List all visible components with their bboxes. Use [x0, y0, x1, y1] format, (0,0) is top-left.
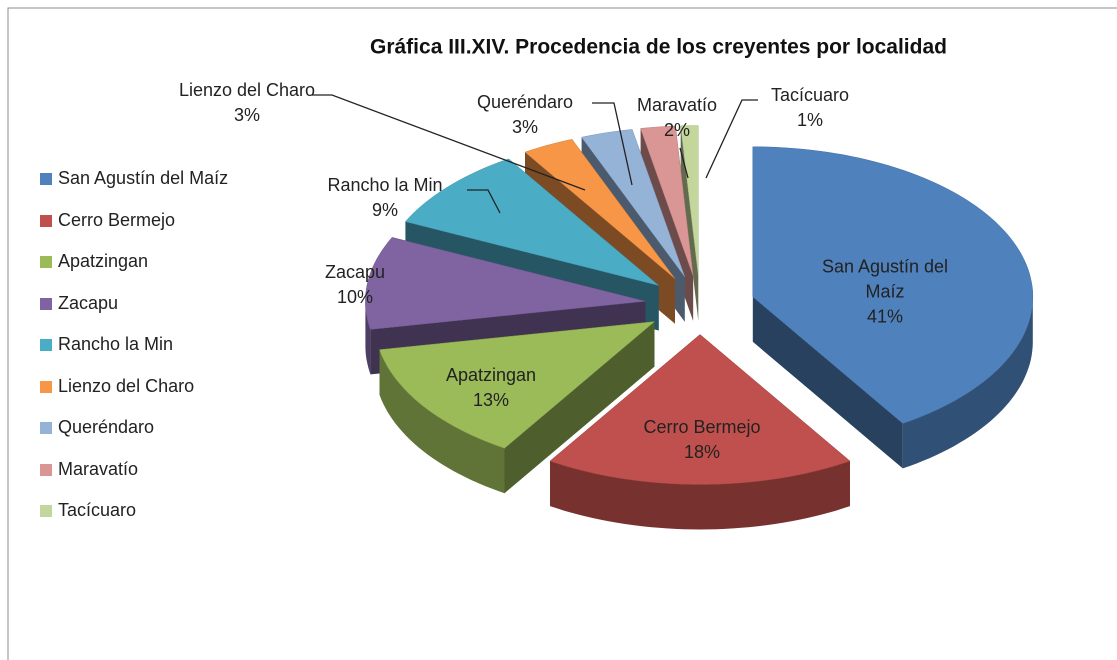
legend-item: Cerro Bermejo: [40, 210, 175, 230]
data-label-value: 3%: [511, 117, 538, 137]
legend-label: Cerro Bermejo: [58, 209, 176, 230]
legend-label: Queréndaro: [58, 417, 155, 437]
legend-item: Rancho la Min: [40, 334, 173, 354]
data-label: Queréndaro 3%: [455, 90, 595, 140]
slice-rim: [550, 461, 850, 530]
data-label-name: Maravatío: [636, 95, 718, 115]
legend-label: Zacapu: [58, 292, 119, 313]
leader-line: [592, 102, 633, 186]
data-label-name: Cerro Bermejo: [643, 417, 761, 437]
legend-item: Maravatío: [40, 459, 138, 479]
slice-top: [365, 237, 646, 330]
legend-swatch: [40, 505, 52, 517]
slice-top: [680, 125, 699, 276]
data-label-name: Tacícuaro: [770, 85, 850, 105]
data-label-name: Apatzingan: [445, 365, 537, 385]
legend-swatch: [40, 339, 52, 351]
legend-swatch: [40, 173, 52, 185]
data-label-value: 2%: [663, 120, 690, 140]
legend-swatch: [40, 422, 52, 434]
slice-rim: [365, 301, 371, 375]
legend-item: Zacapu: [40, 293, 118, 313]
pie-slice: [549, 334, 851, 530]
data-label-name: Lienzo del Charo: [178, 80, 316, 100]
data-label-value: 41%: [866, 306, 904, 327]
legend-swatch: [40, 256, 52, 268]
pie-slice: [752, 146, 1034, 469]
pie-slice: [680, 125, 699, 321]
leader-line: [705, 99, 758, 179]
data-label: Tacícuaro 1%: [750, 83, 870, 133]
data-label-value: 13%: [472, 390, 510, 410]
legend-swatch: [40, 380, 52, 393]
slice-top: [581, 129, 685, 277]
slice-top: [379, 321, 656, 449]
data-label: Lienzo del Charo 3%: [147, 78, 347, 128]
data-label-value: 1%: [796, 110, 823, 130]
legend-swatch: [40, 297, 52, 310]
leader-line: [312, 94, 586, 191]
slice-rim: [902, 296, 1033, 469]
data-label-name: San Agustín del Maíz: [821, 256, 949, 302]
data-label: Rancho la Min 9%: [295, 173, 475, 223]
legend-swatch: [40, 463, 52, 476]
legend-label: San Agustín del Maíz: [58, 168, 229, 188]
data-label: Zacapu 10%: [305, 260, 405, 310]
leader-line: [679, 147, 689, 179]
slice-wall: [680, 125, 699, 321]
legend-label: Lienzo del Charo: [58, 375, 195, 396]
data-label: Maravatío 2%: [617, 93, 737, 143]
legend-item: Queréndaro: [40, 417, 154, 437]
legend-item: Apatzingan: [40, 251, 148, 271]
data-label-value: 18%: [683, 442, 721, 462]
slice-top: [549, 334, 851, 485]
legend-label: Apatzingan: [58, 251, 149, 271]
pie-slice: [379, 321, 656, 494]
data-label-value: 10%: [336, 287, 374, 307]
legend-item: Tacícuaro: [40, 500, 136, 520]
legend-label: Rancho la Min: [58, 334, 174, 354]
data-label-value: 3%: [233, 105, 260, 125]
data-label-name: Queréndaro: [476, 92, 574, 112]
slice-wall: [752, 296, 903, 469]
data-label: Cerro Bermejo 18%: [617, 415, 787, 465]
data-label: San Agustín del Maíz 41%: [810, 255, 960, 330]
data-label-value: 9%: [371, 200, 398, 220]
legend-label: Tacícuaro: [58, 500, 137, 520]
data-label-name: Zacapu: [324, 262, 386, 282]
slice-rim: [379, 349, 505, 494]
leader-line: [467, 189, 501, 214]
chart-title: Gráfica III.XIV. Procedencia de los crey…: [370, 36, 947, 59]
legend-label: Maravatío: [58, 458, 139, 479]
legend-item: Lienzo del Charo: [40, 376, 194, 396]
slice-top: [524, 139, 676, 279]
data-label: Apatzingan 13%: [421, 363, 561, 413]
legend-item: San Agustín del Maíz: [40, 168, 228, 188]
slice-top: [752, 146, 1034, 424]
legend-swatch: [40, 214, 52, 227]
slice-top: [640, 125, 694, 276]
data-label-name: Rancho la Min: [327, 175, 443, 195]
